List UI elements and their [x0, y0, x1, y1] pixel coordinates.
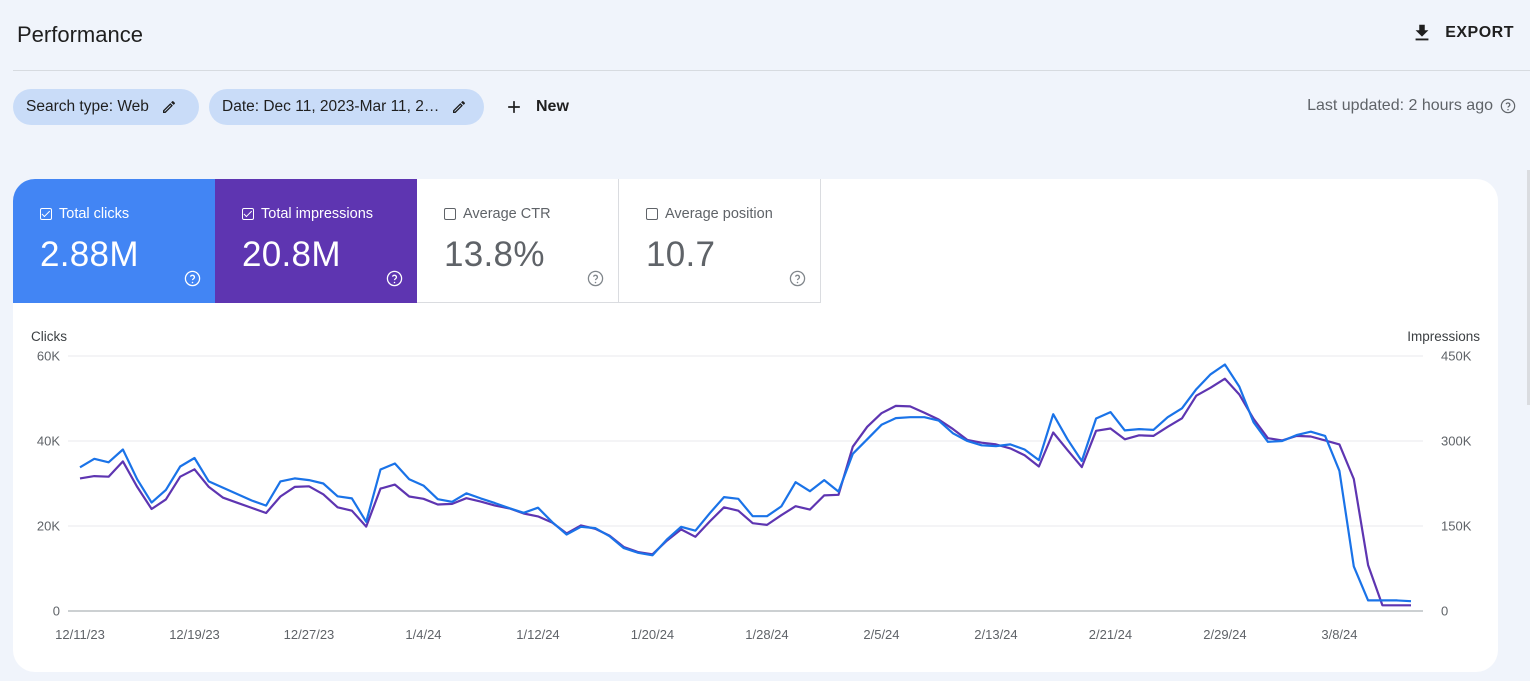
- x-tick-label: 2/13/24: [974, 627, 1017, 642]
- x-tick-label: 1/28/24: [745, 627, 788, 642]
- page-title: Performance: [17, 22, 143, 47]
- help-icon[interactable]: [587, 270, 604, 287]
- total-clicks-checkbox[interactable]: [40, 208, 52, 220]
- total-clicks-metric[interactable]: Total clicks 2.88M: [13, 179, 215, 303]
- performance-card: Total clicks 2.88M Total impressions 20.…: [13, 179, 1498, 672]
- right-tick-label: 300K: [1441, 434, 1472, 449]
- metric-header: Total clicks: [40, 206, 129, 222]
- performance-chart[interactable]: Clicks Impressions 0 0 20K 150K 40K 300K 60K 450K…: [13, 319, 1498, 659]
- new-filter-label: New: [536, 98, 569, 115]
- pencil-icon[interactable]: [451, 99, 467, 115]
- left-tick-label: 0: [53, 604, 60, 619]
- help-icon[interactable]: [386, 270, 403, 287]
- average-position-metric[interactable]: Average position 10.7: [619, 179, 821, 303]
- average-ctr-checkbox[interactable]: [444, 208, 456, 220]
- left-tick-label: 60K: [37, 349, 60, 364]
- right-tick-label: 0: [1441, 604, 1448, 619]
- x-tick-label: 2/29/24: [1203, 627, 1246, 642]
- search-type-filter-label: Search type: Web: [26, 98, 149, 115]
- x-tick-label: 1/12/24: [516, 627, 559, 642]
- average-position-checkbox[interactable]: [646, 208, 658, 220]
- pencil-icon[interactable]: [161, 99, 177, 115]
- date-filter-label: Date: Dec 11, 2023-Mar 11, 2…: [222, 98, 440, 115]
- x-tick-label: 3/8/24: [1321, 627, 1357, 642]
- export-button[interactable]: EXPORT: [1411, 22, 1514, 44]
- metric-value: 20.8M: [242, 235, 341, 274]
- left-tick-label: 40K: [37, 434, 60, 449]
- total-impressions-checkbox[interactable]: [242, 208, 254, 220]
- x-tick-label: 2/5/24: [863, 627, 899, 642]
- right-tick-label: 450K: [1441, 349, 1472, 364]
- right-tick-label: 150K: [1441, 519, 1472, 534]
- header-divider: [13, 70, 1530, 71]
- metric-value: 10.7: [646, 235, 716, 274]
- metric-tabs: Total clicks 2.88M Total impressions 20.…: [13, 179, 821, 303]
- x-tick-label: 12/19/23: [169, 627, 220, 642]
- metric-label: Total clicks: [59, 206, 130, 222]
- last-updated-text: Last updated: 2 hours ago: [1307, 97, 1493, 114]
- filter-bar: Search type: Web Date: Dec 11, 2023-Mar …: [13, 89, 569, 125]
- new-filter-button[interactable]: New: [504, 97, 569, 117]
- help-icon[interactable]: [789, 270, 806, 287]
- last-updated: Last updated: 2 hours ago: [1307, 97, 1516, 115]
- x-tick-label: 1/4/24: [405, 627, 441, 642]
- metric-value: 13.8%: [444, 235, 545, 274]
- x-tick-label: 1/20/24: [631, 627, 674, 642]
- left-tick-label: 20K: [37, 519, 60, 534]
- metric-label: Average position: [665, 206, 773, 222]
- help-icon[interactable]: [184, 270, 201, 287]
- metric-label: Average CTR: [463, 206, 551, 222]
- date-filter-chip[interactable]: Date: Dec 11, 2023-Mar 11, 2…: [209, 89, 484, 125]
- help-icon[interactable]: [1500, 98, 1516, 114]
- x-tick-label: 2/21/24: [1089, 627, 1132, 642]
- x-tick-label: 12/11/23: [55, 627, 105, 642]
- metric-value: 2.88M: [40, 235, 139, 274]
- page-header: Performance EXPORT: [0, 0, 1530, 71]
- metric-label: Total impressions: [261, 206, 374, 222]
- clicks-series-line: [79, 363, 1412, 603]
- export-label: EXPORT: [1445, 24, 1514, 41]
- total-impressions-metric[interactable]: Total impressions 20.8M: [215, 179, 417, 303]
- download-icon: [1415, 24, 1429, 41]
- x-tick-label: 12/27/23: [284, 627, 335, 642]
- left-axis-title: Clicks: [31, 329, 67, 344]
- line-chart[interactable]: Clicks Impressions 0 0 20K 150K 40K 300K 60K 450K…: [13, 319, 1498, 659]
- right-axis-title: Impressions: [1407, 329, 1480, 344]
- plus-icon: [508, 101, 520, 113]
- page-scrollbar[interactable]: [1527, 170, 1530, 405]
- metric-header: Average position: [646, 206, 773, 222]
- metric-header: Average CTR: [444, 206, 551, 222]
- average-ctr-metric[interactable]: Average CTR 13.8%: [417, 179, 619, 303]
- search-type-filter-chip[interactable]: Search type: Web: [13, 89, 199, 125]
- impressions-series-line: [79, 377, 1411, 607]
- metric-header: Total impressions: [242, 206, 373, 222]
